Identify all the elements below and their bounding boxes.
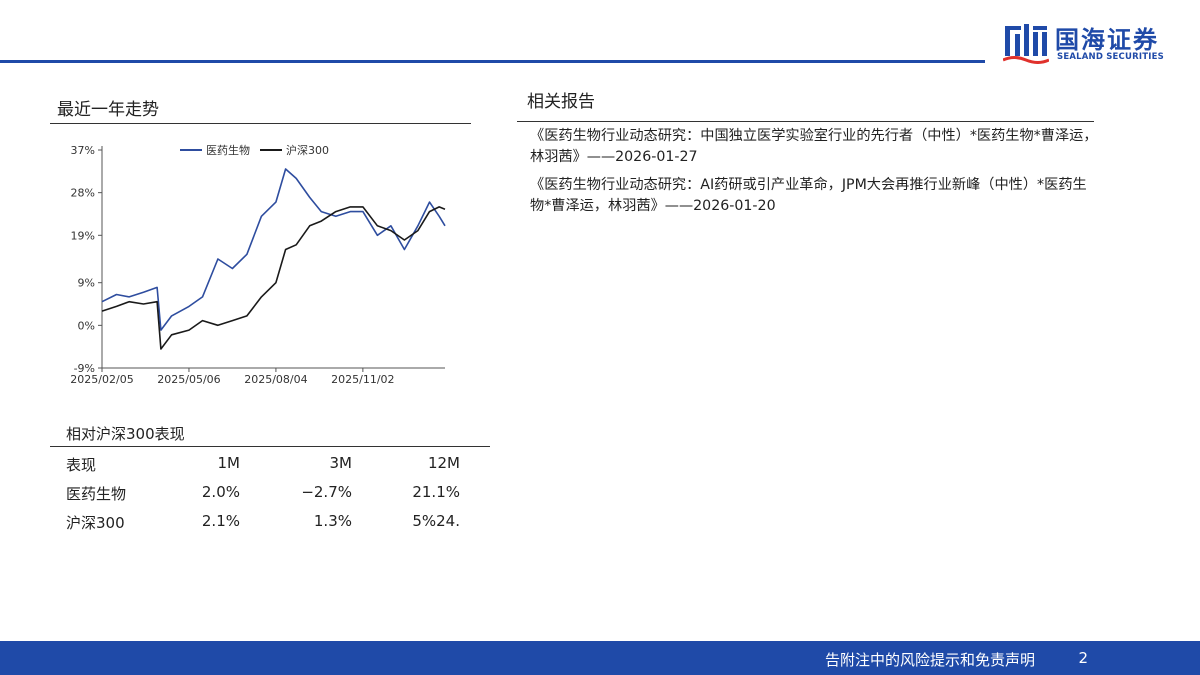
sealand-logo-icon: [1003, 24, 1049, 64]
header-rule: [0, 60, 985, 63]
table-cell: 2.1%: [201, 512, 240, 530]
row-label: 医药生物: [66, 485, 127, 503]
x-tick-label: 2025/11/02: [331, 373, 394, 386]
trend-section-title: 最近一年走势: [57, 100, 159, 120]
page-number: 2: [1078, 649, 1088, 667]
column-header: 12M: [427, 454, 460, 472]
y-tick-label: 9%: [78, 277, 95, 290]
y-tick-label: 0%: [78, 319, 95, 332]
table-cell: 21.1%: [412, 483, 460, 501]
brand-name-en: SEALAND SECURITIES: [1057, 52, 1164, 62]
x-tick-label: 2025/08/04: [244, 373, 307, 386]
legend-label: 医药生物: [206, 143, 250, 157]
trend-section-rule: [50, 123, 471, 124]
related-section-title: 相关报告: [527, 92, 595, 112]
y-tick-label: -9%: [74, 362, 95, 375]
table-row: 医药生物 2.0% −2.7% 21.1%: [66, 477, 490, 506]
column-header: 1M: [217, 454, 241, 472]
report-link[interactable]: 《医药生物行业动态研究：中国独立医学实验室行业的先行者（中性）*医药生物*曹泽运…: [530, 128, 1098, 165]
performance-header-row: 表现 1M 3M 12M: [66, 448, 490, 477]
performance-rule: [50, 446, 490, 447]
table-cell: 5%24.: [412, 512, 460, 530]
x-tick-label: 2025/05/06: [157, 373, 220, 386]
column-header: 3M: [329, 454, 353, 472]
y-tick-label: 28%: [71, 187, 95, 200]
y-tick-label: 37%: [71, 144, 95, 157]
performance-table: 表现 1M 3M 12M 医药生物 2.0% −2.7% 21.1% 沪深300…: [66, 448, 490, 535]
related-report-list: 《医药生物行业动态研究：中国独立医学实验室行业的先行者（中性）*医药生物*曹泽运…: [530, 126, 1100, 224]
report-link[interactable]: 《医药生物行业动态研究：AI药研或引产业革命，JPM大会再推行业新峰（中性）*医…: [530, 177, 1087, 214]
trend-chart: 37% 28% 19% 9% 0% -9%2025/02/05 2025/05/06 2025…: [70, 143, 446, 386]
brand-logo: 国海证券 SEALAND SECURITIES: [1003, 20, 1181, 66]
y-tick-label: 19%: [71, 229, 95, 242]
footer-disclaimer: 告附注中的风险提示和免责声明: [824, 651, 1035, 669]
table-row: 沪深300 2.1% 1.3% 5%24.: [66, 506, 490, 535]
row-label: 沪深300: [66, 514, 125, 532]
x-tick-label: 2025/02/05: [70, 373, 133, 386]
series-line: [101, 168, 446, 331]
series-line: [101, 206, 446, 350]
table-cell: 2.0%: [201, 483, 240, 501]
related-section-rule: [517, 121, 1094, 122]
performance-title: 相对沪深300表现: [66, 425, 185, 443]
brand-name-cn: 国海证券: [1055, 26, 1159, 54]
table-cell: −2.7%: [301, 483, 352, 501]
footer-bar: 告附注中的风险提示和免责声明 2: [0, 641, 1200, 675]
table-cell: 1.3%: [313, 512, 352, 530]
legend-label: 沪深300: [286, 143, 329, 157]
column-header: 表现: [66, 456, 97, 474]
